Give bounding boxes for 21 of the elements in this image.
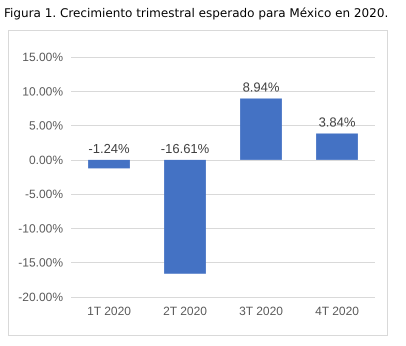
y-tick-label: 0.00%: [28, 152, 64, 167]
y-tick-label: 15.00%: [22, 50, 64, 64]
data-label: -1.24%: [88, 140, 130, 156]
y-tick-label: -15.00%: [18, 256, 64, 270]
bar: [164, 160, 206, 274]
y-tick-label: 5.00%: [28, 118, 64, 133]
bar: [88, 160, 130, 168]
data-label: -16.61%: [160, 140, 210, 156]
x-tick-label: 2T 2020: [163, 304, 208, 318]
bar: [316, 134, 358, 160]
x-tick-label: 3T 2020: [239, 304, 284, 318]
x-tick-label: 1T 2020: [87, 304, 132, 318]
y-tick-label: -5.00%: [24, 187, 64, 202]
y-tick-label: -20.00%: [18, 290, 64, 304]
bar: [240, 98, 282, 160]
chart-title: Figura 1. Crecimiento trimestral esperado para México en 2020.: [4, 6, 388, 20]
y-tick-label: 10.00%: [22, 84, 64, 98]
data-label: 3.84%: [318, 114, 356, 130]
y-tick-label: -10.00%: [18, 221, 64, 236]
data-label: 8.94%: [242, 80, 280, 95]
x-tick-label: 4T 2020: [315, 304, 360, 318]
